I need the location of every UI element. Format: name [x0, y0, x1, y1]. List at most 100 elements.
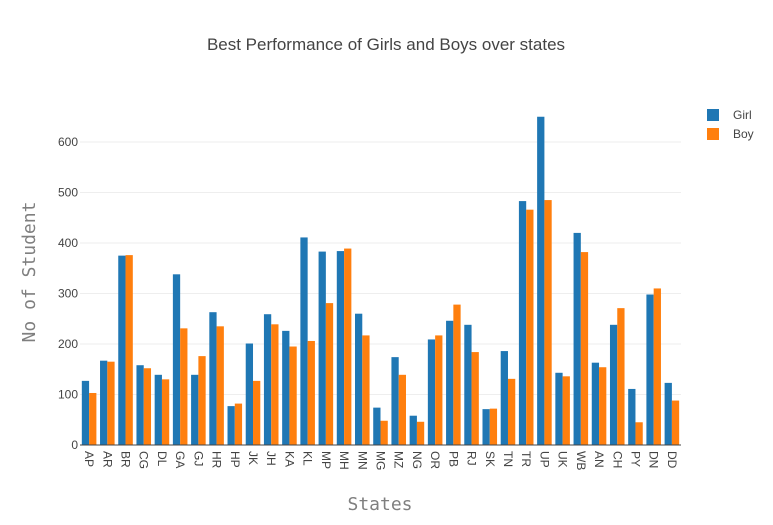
- bar-boy-ka[interactable]: [289, 346, 297, 445]
- bar-girl-mz[interactable]: [391, 357, 399, 445]
- bar-girl-or[interactable]: [427, 339, 436, 445]
- bar-girl-ap[interactable]: [81, 380, 90, 445]
- y-tick-label: 100: [58, 388, 78, 402]
- x-tick-label-ap: AP: [82, 451, 96, 467]
- bar-boy-ch[interactable]: [617, 308, 625, 445]
- bar-girl-br[interactable]: [118, 255, 126, 446]
- bar-girl-pb[interactable]: [446, 320, 454, 445]
- bar-boy-br[interactable]: [125, 255, 133, 445]
- bar-girl-ch[interactable]: [609, 324, 618, 445]
- bar-girl-hr[interactable]: [209, 312, 217, 445]
- bar-girl-mg[interactable]: [373, 407, 381, 445]
- bar-boy-dd[interactable]: [671, 400, 680, 445]
- bar-boy-dl[interactable]: [161, 379, 170, 445]
- bar-girl-up[interactable]: [537, 116, 545, 445]
- legend: Girl Boy: [707, 108, 754, 141]
- bar-boy-ar[interactable]: [107, 361, 115, 445]
- bar-boy-tn[interactable]: [507, 378, 516, 445]
- bar-girl-tn[interactable]: [500, 351, 508, 445]
- bar-girl-mh[interactable]: [336, 251, 345, 445]
- bar-girl-dn[interactable]: [646, 294, 654, 445]
- bar-girl-ga[interactable]: [172, 274, 181, 445]
- bar-girl-gj[interactable]: [191, 374, 199, 445]
- bar-girl-mn[interactable]: [355, 313, 363, 445]
- bar-boy-hp[interactable]: [234, 403, 243, 445]
- bar-boy-pb[interactable]: [453, 304, 461, 445]
- bar-girl-rj[interactable]: [464, 324, 472, 445]
- bar-girl-wb[interactable]: [573, 232, 581, 445]
- bar-girl-kl[interactable]: [300, 237, 308, 445]
- legend-item-girl[interactable]: Girl: [707, 108, 752, 122]
- bar-boy-uk[interactable]: [562, 376, 570, 445]
- bar-girl-an[interactable]: [591, 362, 600, 445]
- x-tick-label-ka: KA: [282, 451, 296, 467]
- chart-title: Best Performance of Girls and Boys over …: [207, 35, 565, 54]
- bar-boy-up[interactable]: [544, 200, 552, 445]
- x-axis-title: States: [347, 494, 412, 515]
- bar-girl-ka[interactable]: [282, 330, 290, 445]
- bar-girl-sk[interactable]: [482, 409, 490, 445]
- x-tick-label-hr: HR: [210, 451, 224, 469]
- bar-girl-ng[interactable]: [409, 415, 417, 445]
- bar-girl-dd[interactable]: [664, 382, 672, 445]
- legend-label-boy: Boy: [733, 127, 754, 141]
- x-tick-label-kl: KL: [301, 451, 315, 466]
- bar-boy-hr[interactable]: [216, 326, 224, 445]
- bar-girl-jk[interactable]: [245, 343, 254, 446]
- bar-boy-cg[interactable]: [143, 368, 152, 445]
- bar-girl-ar[interactable]: [100, 360, 108, 445]
- x-tick-label-cg: CG: [137, 451, 151, 469]
- bar-boy-gj[interactable]: [198, 356, 206, 445]
- legend-label-girl: Girl: [733, 108, 752, 122]
- y-tick-label: 0: [71, 438, 78, 452]
- bar-boy-mh[interactable]: [344, 248, 352, 445]
- x-tick-label-py: PY: [628, 451, 642, 467]
- legend-item-boy[interactable]: Boy: [707, 127, 754, 141]
- y-tick-label: 400: [58, 236, 78, 250]
- bar-boy-mg[interactable]: [380, 420, 388, 445]
- bar-boy-ng[interactable]: [416, 421, 425, 445]
- bar-girl-py[interactable]: [628, 388, 636, 445]
- x-tick-label-jh: JH: [264, 451, 278, 466]
- bar-boy-py[interactable]: [635, 422, 643, 445]
- bar-boy-ap[interactable]: [89, 392, 97, 445]
- x-tick-label-gj: GJ: [191, 451, 205, 466]
- x-tick-label-rj: RJ: [465, 451, 479, 466]
- bar-girl-uk[interactable]: [555, 372, 563, 445]
- bar-boy-mz[interactable]: [398, 374, 406, 445]
- bar-boy-rj[interactable]: [471, 352, 479, 445]
- bar-girl-cg[interactable]: [136, 365, 144, 445]
- bars: [81, 116, 680, 446]
- bar-boy-mn[interactable]: [362, 335, 370, 445]
- x-tick-label-ar: AR: [100, 451, 114, 468]
- y-tick-label: 500: [58, 186, 78, 200]
- x-tick-label-mg: MG: [374, 451, 388, 470]
- x-tick-label-dl: DL: [155, 451, 169, 467]
- bar-girl-mp[interactable]: [318, 251, 326, 445]
- x-tick-label-an: AN: [592, 451, 606, 468]
- bar-boy-jk[interactable]: [253, 380, 261, 445]
- x-tick-label-uk: UK: [556, 451, 570, 468]
- bar-boy-wb[interactable]: [580, 252, 589, 445]
- y-axis-ticks: 0 100 200 300 400 500 600: [58, 135, 78, 452]
- bar-girl-jh[interactable]: [263, 314, 272, 445]
- bar-girl-hp[interactable]: [227, 406, 235, 445]
- bar-boy-dn[interactable]: [653, 288, 661, 445]
- x-tick-label-br: BR: [119, 451, 133, 468]
- bar-boy-an[interactable]: [599, 367, 607, 445]
- bar-boy-jh[interactable]: [271, 324, 279, 445]
- bar-boy-tr[interactable]: [526, 209, 534, 445]
- bar-girl-tr[interactable]: [518, 201, 527, 445]
- x-tick-label-mp: MP: [319, 451, 333, 469]
- bar-boy-ga[interactable]: [180, 328, 188, 445]
- x-tick-label-or: OR: [428, 451, 442, 469]
- legend-swatch-girl: [707, 109, 719, 121]
- legend-swatch-boy: [707, 128, 719, 140]
- bar-boy-or[interactable]: [435, 335, 443, 445]
- bar-girl-dl[interactable]: [154, 374, 162, 445]
- x-tick-label-hp: HP: [228, 451, 242, 468]
- bar-boy-mp[interactable]: [325, 303, 334, 445]
- bar-boy-kl[interactable]: [307, 340, 315, 445]
- bar-boy-sk[interactable]: [489, 408, 498, 445]
